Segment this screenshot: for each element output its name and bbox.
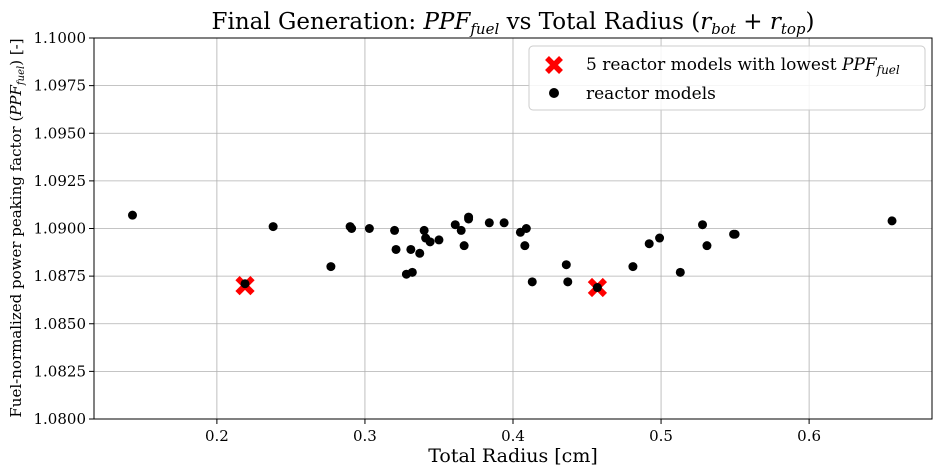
reactor-model-point	[127, 210, 137, 220]
reactor-model-point	[628, 262, 638, 272]
reactor-model-point	[521, 224, 531, 233]
reactor-model-point	[450, 220, 460, 230]
y-tick-label: 1.1000	[34, 29, 87, 47]
reactor-model-point	[563, 277, 573, 287]
reactor-model-point	[415, 248, 425, 258]
x-tick-label: 0.3	[353, 427, 377, 445]
legend-red-x-icon	[545, 56, 563, 74]
reactor-model-point	[425, 237, 435, 247]
x-tick-label: 0.2	[205, 427, 229, 445]
reactor-model-point	[268, 222, 278, 232]
reactor-model-point	[240, 279, 250, 289]
reactor-model-point	[887, 216, 897, 226]
reactor-model-point	[347, 224, 357, 233]
reactor-model-point	[702, 241, 712, 251]
reactor-model-point	[459, 241, 469, 251]
y-tick-label: 1.0850	[34, 315, 87, 333]
legend-label-models: reactor models	[586, 84, 716, 104]
y-tick-label: 1.0950	[34, 124, 87, 142]
reactor-model-point	[592, 283, 602, 293]
reactor-model-point	[644, 239, 654, 249]
x-axis-label: Total Radius [cm]	[428, 445, 598, 467]
reactor-model-point	[484, 218, 494, 228]
reactor-model-point	[499, 218, 509, 228]
x-tick-label: 0.4	[501, 427, 525, 445]
reactor-model-point	[391, 244, 401, 254]
reactor-model-point	[655, 233, 665, 243]
x-tick-label: 0.5	[649, 427, 673, 445]
reactor-model-point	[675, 267, 685, 277]
reactor-model-point	[406, 244, 416, 254]
reactor-model-point	[464, 214, 474, 224]
y-tick-label: 1.0925	[34, 172, 87, 190]
y-tick-label: 1.0825	[34, 362, 87, 380]
reactor-model-point	[390, 225, 400, 235]
y-tick-label: 1.0875	[34, 267, 87, 285]
reactor-model-point	[434, 235, 444, 245]
reactor-model-point	[407, 267, 417, 277]
data-points	[127, 210, 897, 298]
legend-box	[528, 45, 926, 111]
reactor-model-point	[561, 260, 571, 270]
reactor-model-point	[419, 225, 429, 235]
reactor-model-point	[698, 220, 708, 230]
chart-title: Final Generation: PPFfuel vs Total Radiu…	[212, 9, 815, 38]
x-tick-label: 0.6	[797, 427, 821, 445]
legend: 5 reactor models with lowest PPFfuel rea…	[528, 45, 926, 111]
y-tick-label: 1.0900	[34, 220, 87, 238]
reactor-model-point	[520, 241, 530, 251]
reactor-model-point	[326, 262, 336, 272]
y-axis-label: Fuel-normalized power peaking factor (PP…	[7, 38, 27, 417]
reactor-model-point	[364, 224, 374, 233]
legend-label-lowest: 5 reactor models with lowest PPFfuel	[586, 55, 900, 77]
reactor-model-point	[527, 277, 537, 287]
axis-ticks: 0.2 0.3 0.4 0.5 0.6 1.0800 1.0825 1.0850 1.0875 1…	[34, 29, 822, 445]
legend-black-dot-icon	[549, 88, 559, 98]
y-tick-label: 1.0800	[34, 410, 87, 428]
y-tick-label: 1.0975	[34, 77, 87, 95]
reactor-model-point	[730, 229, 740, 239]
reactor-model-point	[456, 225, 466, 235]
